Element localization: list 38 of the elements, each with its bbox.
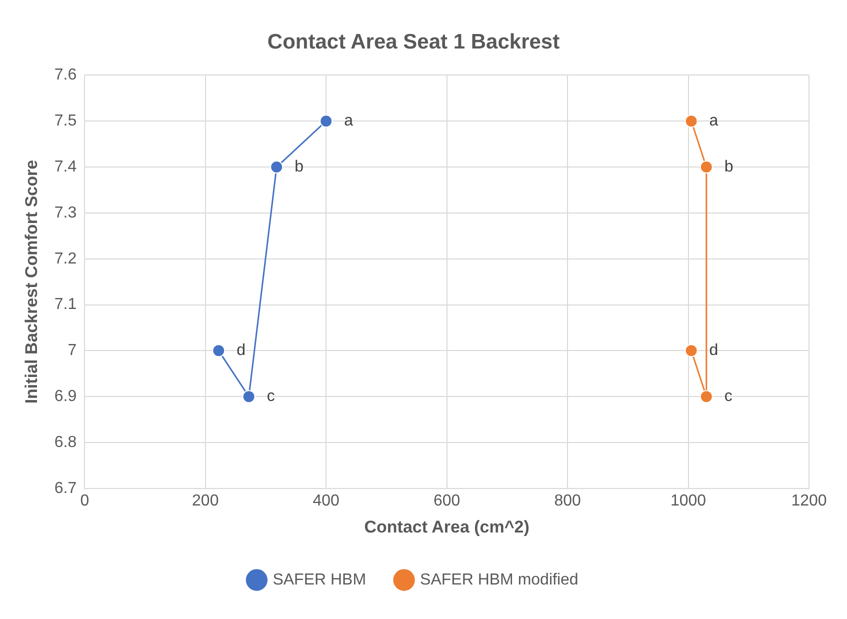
x-tick-label: 200	[192, 492, 219, 510]
y-tick-label: 7.4	[54, 158, 77, 176]
annotation: a	[344, 112, 354, 130]
point	[270, 160, 284, 174]
point	[320, 114, 333, 128]
x-tick-label: 800	[554, 492, 581, 510]
y-tick-label: 7.5	[54, 112, 77, 130]
y-tick-label: 7.6	[54, 66, 77, 84]
y-tick-label: 7	[68, 342, 77, 360]
point	[700, 160, 713, 174]
annotation: d	[236, 342, 246, 360]
chart-title: Contact Area Seat 1 Backrest	[267, 30, 560, 54]
x-tick-label: 1000	[670, 492, 706, 510]
legend-label: SAFER HBM modified	[420, 571, 578, 588]
x-axis-title: Contact Area (cm^2)	[364, 517, 530, 536]
point	[212, 344, 226, 358]
x-tick-label: 400	[312, 492, 340, 510]
point	[684, 114, 698, 128]
y-tick-label: 6.7	[54, 480, 77, 497]
point	[242, 390, 256, 404]
annotation: c	[724, 388, 732, 405]
point	[684, 344, 698, 358]
y-tick-label: 7.3	[54, 204, 77, 222]
annotation: b	[294, 158, 304, 176]
y-tick-label: 7.1	[54, 296, 77, 314]
point	[700, 390, 713, 404]
x-tick-label: 1200	[791, 492, 827, 510]
x-tick-label: 0	[80, 492, 90, 510]
y-axis-title: Initial Backrest Comfort Score	[22, 160, 41, 404]
legend-label: SAFER HBM	[272, 571, 366, 588]
annotation: b	[724, 158, 734, 176]
annotation: a	[709, 112, 718, 130]
annotation: d	[709, 342, 718, 360]
x-tick-label: 600	[433, 492, 460, 510]
annotation: c	[266, 388, 275, 405]
y-tick-label: 6.8	[54, 434, 77, 451]
y-tick-label: 7.2	[54, 250, 77, 268]
y-tick-label: 6.9	[54, 388, 77, 405]
